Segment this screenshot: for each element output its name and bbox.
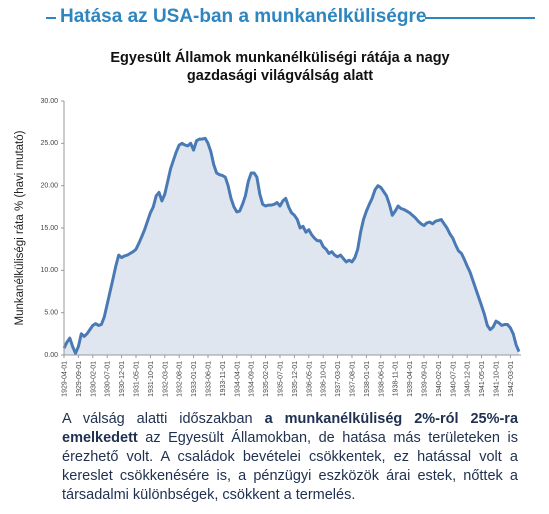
y-tick-label: 0.00	[44, 352, 58, 359]
x-tick-label: 1940-02-01	[436, 361, 443, 397]
x-tick-label: 1936-05-01	[306, 361, 313, 397]
x-tick-label: 1936-10-01	[321, 361, 328, 397]
x-tick-label: 1929-09-01	[76, 361, 83, 397]
x-tick-label: 1933-11-01	[220, 361, 227, 396]
area-fill	[64, 138, 519, 355]
x-tick-label: 1929-04-01	[62, 361, 69, 397]
x-tick-label: 1931-10-01	[148, 361, 155, 397]
x-tick-label: 1933-01-01	[191, 361, 198, 397]
text-part: az Egyesült Államokban, de hatása más te…	[62, 430, 518, 503]
y-tick-label: 25.00	[40, 140, 58, 147]
x-tick-label: 1938-11-01	[393, 361, 400, 396]
x-tick-label: 1938-01-01	[364, 361, 371, 397]
x-tick-label: 1931-05-01	[133, 361, 140, 397]
chart: Munkanélküliségi ráta % (havi mutató) 0.0…	[14, 98, 521, 397]
y-tick-label: 15.00	[40, 225, 58, 232]
x-tick-label: 1941-10-01	[493, 361, 500, 397]
text-part: A válság alatti időszakban	[62, 411, 265, 427]
x-tick-label: 1935-07-01	[277, 361, 284, 397]
x-tick-label: 1932-03-01	[162, 361, 169, 397]
x-tick-label: 1935-02-01	[263, 361, 270, 397]
x-tick-label: 1940-12-01	[465, 361, 472, 397]
x-tick-label: 1940-07-01	[450, 361, 457, 397]
y-tick-label: 20.00	[40, 183, 58, 190]
chart-title: Egyesült Államok munkanélküliségi rátája…	[110, 50, 450, 84]
header-rule	[425, 17, 535, 19]
x-tick-label: 1942-03-01	[508, 361, 515, 397]
x-tick-label: 1939-04-01	[407, 361, 414, 397]
y-tick-label: 10.00	[40, 267, 58, 274]
x-tick-label: 1935-12-01	[292, 361, 299, 397]
text-bold: a munkanélküliség 2%-ról 25%-ra emelkede…	[62, 411, 519, 446]
x-tick-label: 1939-09-01	[421, 361, 428, 397]
y-tick-label: 5.00	[44, 310, 58, 317]
y-tick-label: 30.00	[40, 98, 58, 105]
x-tick-label: 1930-12-01	[119, 361, 126, 397]
x-tick-label: 1937-03-01	[335, 361, 342, 397]
x-tick-label: 1941-05-01	[479, 361, 486, 397]
x-tick-label: 1934-09-01	[249, 361, 256, 397]
x-tick-label: 1934-04-01	[234, 361, 241, 397]
x-tick-label: 1930-02-01	[90, 361, 97, 397]
slide-title: Hatása az USA-ban a munkanélküliségre	[60, 6, 427, 27]
x-tick-label: 1932-08-01	[177, 361, 184, 397]
header-rule	[46, 17, 56, 19]
line	[62, 136, 521, 355]
x-tick-label: 1937-08-01	[349, 361, 356, 397]
x-tick-label: 1938-06-01	[378, 361, 385, 397]
x-tick-label: 1933-06-01	[205, 361, 212, 397]
y-axis-label: Munkanélküliségi ráta % (havi mutató)	[14, 130, 26, 325]
x-tick-label: 1930-07-01	[105, 361, 112, 397]
body-text: A válság alatti időszakban a munkanélkül…	[62, 410, 518, 505]
